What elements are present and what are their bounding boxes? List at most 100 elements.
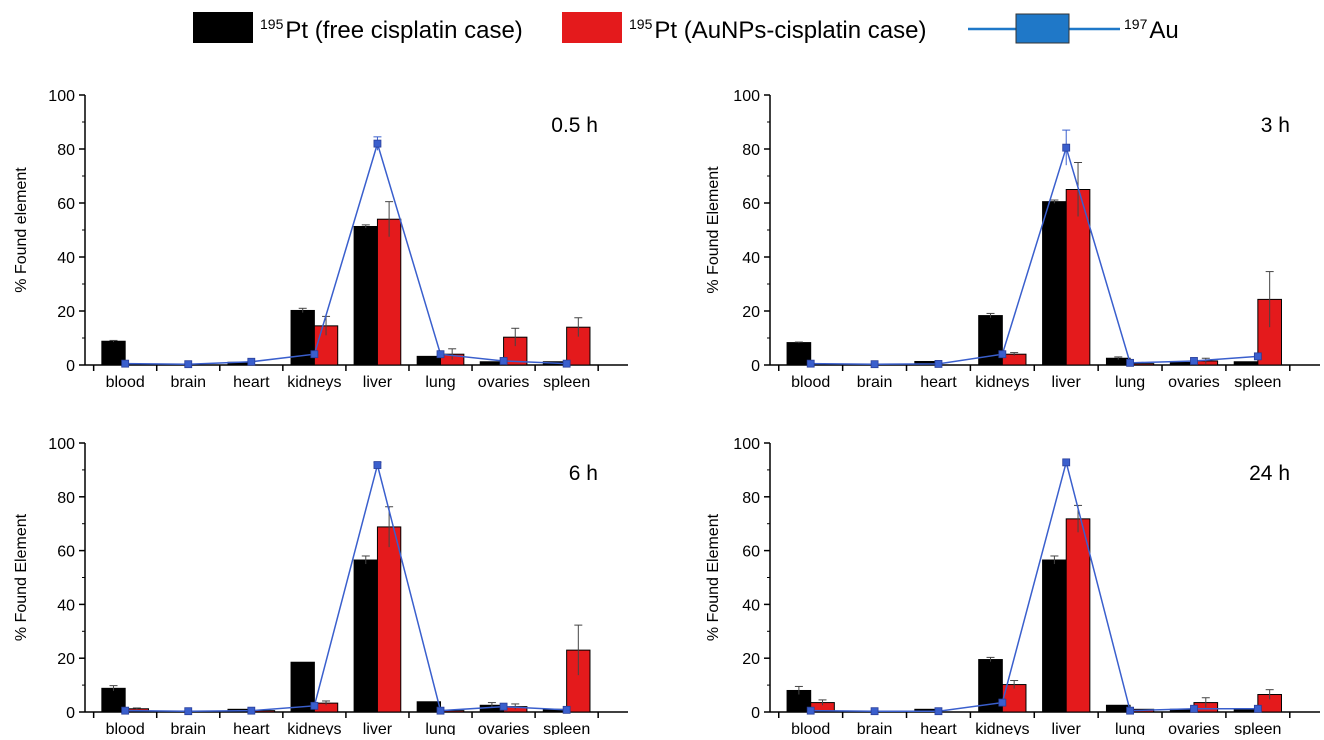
bar [353, 225, 378, 366]
y-tick-label: 60 [742, 196, 760, 213]
line-point [184, 707, 193, 716]
panel-title: 0.5 h [551, 114, 598, 137]
x-tick-label: spleen [1234, 374, 1281, 391]
bar [1042, 559, 1067, 713]
x-tick-label: ovaries [1168, 374, 1220, 391]
y-tick-label: 100 [48, 88, 75, 105]
line-point [1190, 357, 1198, 365]
line-point [562, 359, 571, 368]
line-point [1253, 704, 1262, 713]
x-tick-label: ovaries [478, 374, 530, 391]
chart-panels: 0 20 40 60 80 100 % Found element 0.5 h blood bra… [13, 88, 1320, 738]
legend-swatch-2 [1015, 13, 1070, 44]
bar [1042, 201, 1067, 366]
line-point [870, 360, 879, 369]
x-tick-label: blood [106, 374, 145, 391]
line-point [373, 461, 382, 469]
y-tick-label: 0 [66, 358, 75, 375]
y-tick-label: 80 [57, 142, 75, 159]
y-tick-label: 20 [57, 304, 75, 321]
y-tick-label: 80 [742, 142, 760, 159]
y-tick-label: 40 [57, 597, 75, 614]
line-point [934, 707, 943, 716]
legend: 195Pt (free cisplatin case) 195Pt (AuNPs-… [193, 12, 1179, 44]
y-tick-label: 20 [57, 651, 75, 668]
y-tick-label: 80 [742, 490, 760, 507]
line-point [1126, 706, 1134, 715]
series-line [810, 459, 1258, 712]
chart-panel-1: 0 20 40 60 80 100 % Found Element 3 h blood brain… [705, 88, 1320, 391]
bar [1065, 518, 1091, 713]
line-point [998, 698, 1007, 707]
x-tick-label: brain [170, 374, 206, 391]
y-tick-label: 100 [48, 436, 75, 453]
y-tick-label: 100 [733, 436, 760, 453]
x-tick-label: brain [857, 374, 893, 391]
x-tick-label: brain [857, 721, 893, 735]
legend-item-0: 195Pt (free cisplatin case) [193, 12, 523, 44]
x-tick-label: heart [920, 374, 957, 391]
line-point [1062, 143, 1071, 152]
x-tick-label: blood [106, 721, 145, 735]
bar [376, 526, 402, 713]
line-point [870, 707, 879, 716]
x-tick-label: spleen [543, 721, 590, 735]
legend-item-1: 195Pt (AuNPs-cisplatin case) [562, 12, 926, 44]
bar [290, 661, 315, 713]
legend-swatch-1 [562, 12, 622, 43]
line-point [934, 360, 943, 368]
x-tick-label: blood [791, 721, 830, 735]
line-point [1253, 352, 1262, 361]
y-tick-label: 80 [57, 490, 75, 507]
y-tick-label: 40 [742, 250, 760, 267]
y-tick-label: 0 [751, 705, 760, 722]
x-tick-label: brain [170, 721, 206, 735]
line-point [121, 706, 130, 715]
x-tick-label: liver [363, 721, 393, 735]
x-tick-label: kidneys [287, 374, 341, 391]
y-tick-label: 0 [751, 358, 760, 375]
x-tick-label: kidneys [287, 721, 341, 735]
x-tick-label: spleen [543, 374, 590, 391]
y-tick-label: 40 [742, 597, 760, 614]
y-axis-label: % Found element [13, 167, 30, 293]
y-tick-label: 20 [742, 304, 760, 321]
series-line [125, 462, 567, 712]
x-tick-label: kidneys [975, 374, 1029, 391]
panel-title: 24 h [1249, 462, 1290, 485]
x-tick-label: heart [920, 721, 957, 735]
x-tick-label: heart [233, 374, 270, 391]
legend-label-text-1: Pt (AuNPs-cisplatin case) [654, 17, 926, 44]
line-point [121, 359, 130, 368]
line-point [436, 706, 445, 715]
line-point [310, 701, 319, 710]
x-tick-label: lung [1115, 721, 1145, 735]
y-tick-label: 40 [57, 250, 75, 267]
legend-label-sup-0: 195 [260, 16, 284, 32]
x-tick-label: ovaries [478, 721, 530, 735]
legend-label-text-2: Au [1149, 17, 1178, 44]
line-point [1062, 458, 1071, 467]
line-point [184, 360, 193, 369]
panel-title: 6 h [569, 462, 598, 485]
x-tick-label: liver [1052, 721, 1082, 735]
legend-label-text-0: Pt (free cisplatin case) [285, 17, 522, 44]
y-tick-label: 60 [57, 544, 75, 561]
y-tick-label: 60 [57, 196, 75, 213]
y-tick-label: 0 [66, 705, 75, 722]
line-point [247, 357, 256, 366]
panel-title: 3 h [1261, 114, 1290, 137]
legend-label-sup-2: 197 [1124, 16, 1148, 32]
series-line [810, 145, 1258, 365]
y-axis-label: % Found Element [13, 513, 30, 641]
line-point [1126, 358, 1134, 367]
x-tick-label: lung [1115, 374, 1145, 391]
x-tick-label: heart [233, 721, 270, 735]
y-axis-label: % Found Element [705, 166, 722, 294]
chart-panel-0: 0 20 40 60 80 100 % Found element 0.5 h blood bra… [13, 88, 628, 391]
chart-panel-2: 0 20 40 60 80 100 % Found Element 6 h blood brain… [13, 436, 628, 738]
x-tick-label: liver [363, 374, 393, 391]
x-tick-label: liver [1052, 374, 1082, 391]
line-point [499, 357, 508, 365]
